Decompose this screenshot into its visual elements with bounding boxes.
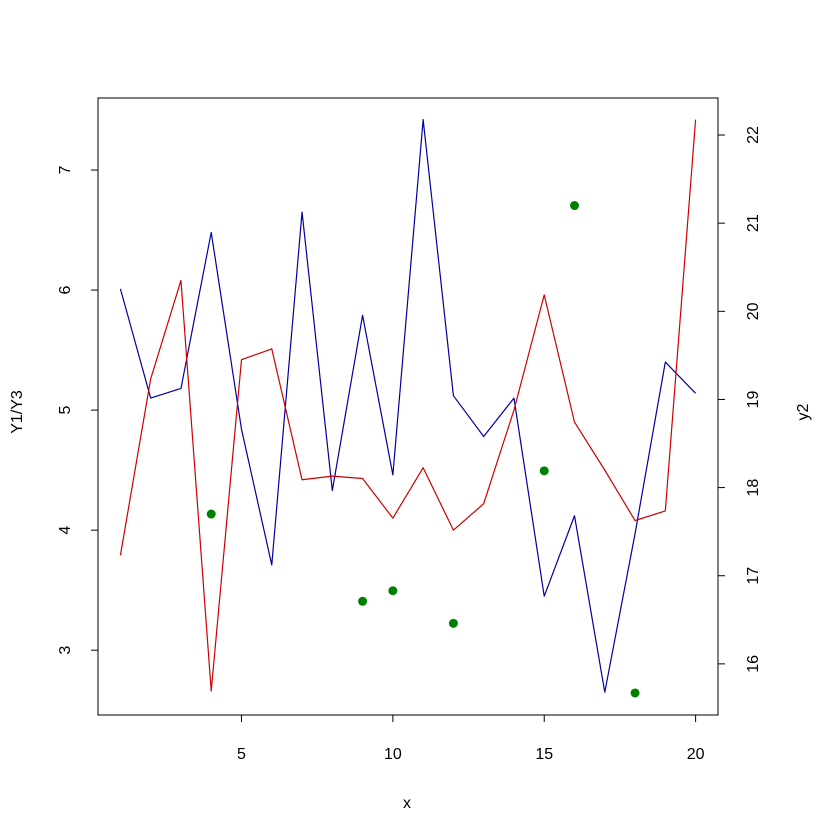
x-tick-label: 10: [384, 746, 402, 763]
data-point: [206, 509, 216, 519]
y-right-tick-label: 16: [745, 655, 762, 673]
data-point: [570, 201, 580, 211]
data-point: [358, 596, 368, 606]
y-right-tick-label: 19: [745, 390, 762, 408]
series-line-2: [119, 119, 697, 692]
x-tick-label: 20: [687, 746, 705, 763]
y-left-axis-label: Y1/Y3: [9, 390, 26, 434]
y-left-tick-label: 6: [57, 286, 74, 295]
y-right-tick-label: 22: [745, 126, 762, 144]
y-right-tick-label: 17: [745, 567, 762, 585]
data-point: [388, 586, 398, 596]
y-right-axis-label: y2: [795, 403, 812, 420]
plot-frame: [97, 97, 719, 716]
x-tick-label: 5: [237, 746, 246, 763]
data-point: [448, 618, 458, 628]
y-right-tick-label: 21: [745, 214, 762, 232]
x-axis-label: x: [403, 795, 411, 812]
x-tick-label: 15: [535, 746, 553, 763]
y-left-tick-label: 4: [57, 526, 74, 535]
y-left-tick-label: 5: [57, 406, 74, 415]
y-right-tick-label: 20: [745, 302, 762, 320]
y-right-tick-label: 18: [745, 479, 762, 497]
data-point: [630, 688, 640, 698]
y-left-tick-label: 7: [57, 165, 74, 174]
y-left-tick-label: 3: [57, 646, 74, 655]
series-line-1: [119, 119, 697, 693]
data-point: [539, 466, 549, 476]
axes-layer: 5 10 15 20 3 4 5 6 7 16 17 18 19 20 21 22: [57, 126, 762, 763]
series-layer: [119, 119, 697, 698]
